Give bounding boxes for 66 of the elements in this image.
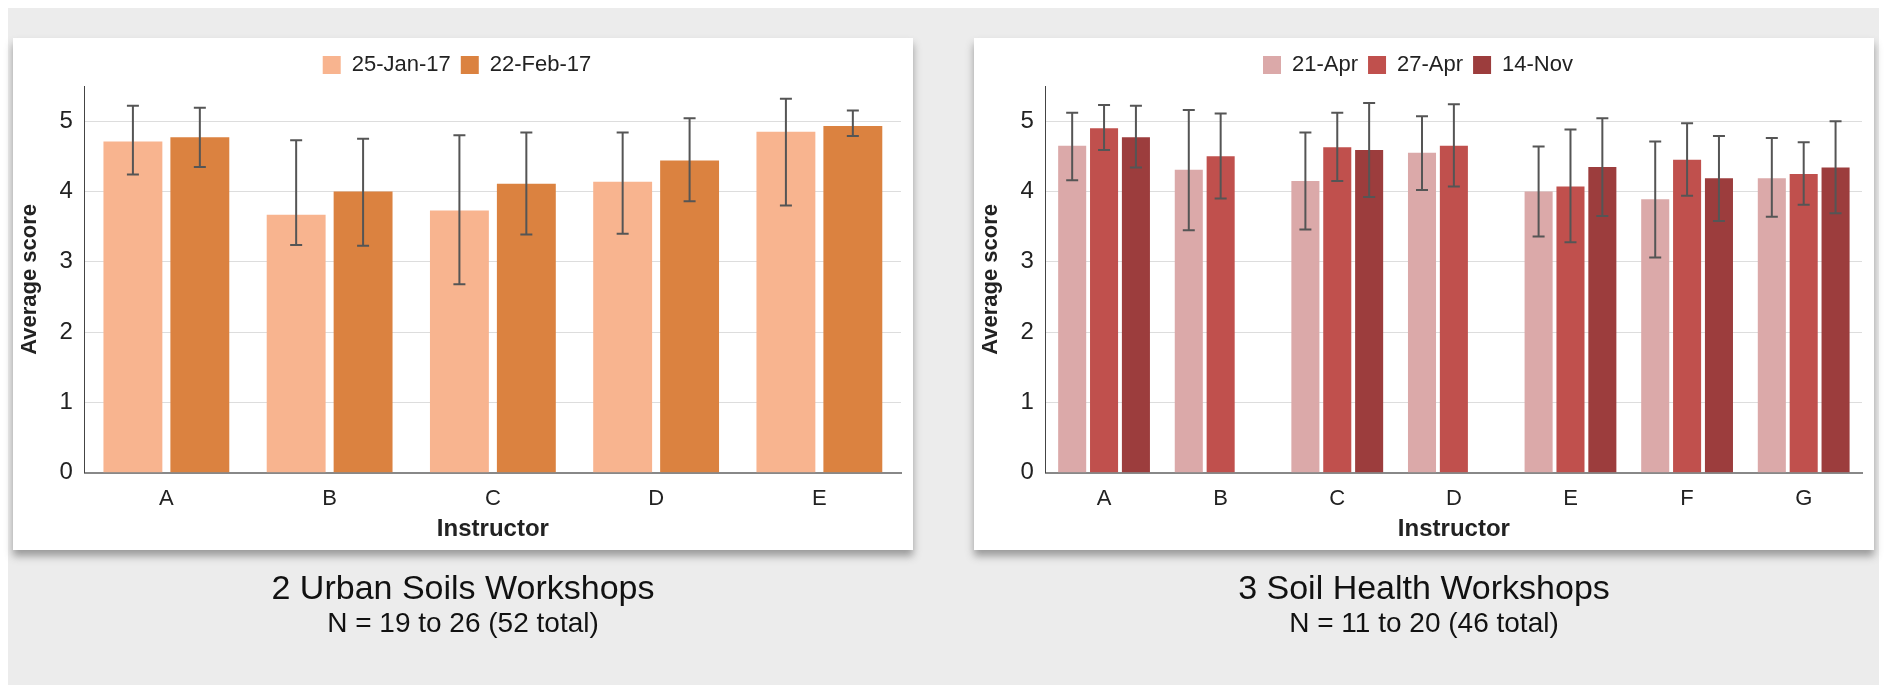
- x-tick-label: C: [1329, 485, 1346, 511]
- y-tick-label: 2: [1020, 316, 1034, 344]
- x-tick-label: E: [812, 485, 827, 511]
- bar: [593, 181, 653, 473]
- legend-label: 14-Nov: [1502, 51, 1573, 77]
- bar: [1821, 167, 1850, 473]
- y-tick-label: 0: [59, 457, 73, 485]
- y-tick-label: 1: [59, 387, 73, 415]
- bar: [1439, 145, 1468, 473]
- y-tick-label: 2: [59, 316, 73, 344]
- x-tick-label: E: [1563, 485, 1578, 511]
- x-tick-label: A: [159, 485, 175, 511]
- y-tick-label: 1: [1020, 387, 1034, 415]
- x-axis-title: Instructor: [436, 514, 549, 542]
- y-tick-label: 5: [1020, 105, 1034, 133]
- bar: [1641, 199, 1670, 473]
- x-tick-label: B: [322, 485, 337, 511]
- bar: [1789, 173, 1818, 473]
- bar: [1090, 128, 1119, 473]
- y-axis-title: Average score: [977, 203, 1003, 355]
- bar: [429, 210, 489, 473]
- bar: [823, 126, 883, 473]
- legend-label: 21-Apr: [1292, 51, 1359, 77]
- bar: [1206, 156, 1235, 473]
- bar: [1355, 150, 1384, 473]
- y-tick-label: 4: [1020, 176, 1034, 204]
- bar: [1407, 152, 1437, 473]
- y-tick-label: 5: [59, 105, 73, 133]
- bar: [1524, 191, 1553, 473]
- x-tick-label: C: [484, 485, 501, 511]
- x-tick-label: D: [648, 485, 665, 511]
- bar: [1174, 169, 1203, 473]
- bar: [1556, 186, 1585, 473]
- y-tick-label: 3: [59, 246, 73, 274]
- y-tick-label: 0: [1020, 457, 1034, 485]
- y-tick-label: 4: [59, 176, 73, 204]
- x-tick-label: G: [1795, 485, 1813, 511]
- bar: [1058, 145, 1087, 473]
- legend-label: 25-Jan-17: [351, 51, 451, 77]
- y-axis-title: Average score: [16, 203, 42, 355]
- bar: [1323, 147, 1352, 473]
- bar: [1588, 166, 1617, 473]
- legend-label: 22-Feb-17: [489, 51, 592, 77]
- x-tick-label: B: [1213, 485, 1228, 511]
- bar: [756, 131, 816, 473]
- x-tick-label: F: [1680, 485, 1694, 511]
- y-tick-label: 3: [1020, 246, 1034, 274]
- x-axis-title: Instructor: [1397, 514, 1510, 542]
- bar: [333, 191, 393, 473]
- bar: [170, 137, 230, 473]
- text: 3 Soil Health Workshops: [1238, 568, 1610, 607]
- bar: [496, 183, 556, 473]
- x-tick-label: D: [1445, 485, 1462, 511]
- bar: [1291, 180, 1320, 473]
- x-tick-label: A: [1096, 485, 1112, 511]
- text: N = 11 to 20 (46 total): [1289, 607, 1559, 639]
- bar: [266, 214, 326, 473]
- bar: [1673, 159, 1702, 473]
- bar: [1757, 178, 1786, 473]
- bar: [103, 141, 163, 473]
- text: N = 19 to 26 (52 total): [327, 607, 599, 639]
- text: 2 Urban Soils Workshops: [271, 568, 655, 607]
- legend-label: 27-Apr: [1397, 51, 1464, 77]
- bar: [1704, 178, 1733, 473]
- bar: [1121, 137, 1150, 473]
- bar: [660, 160, 720, 473]
